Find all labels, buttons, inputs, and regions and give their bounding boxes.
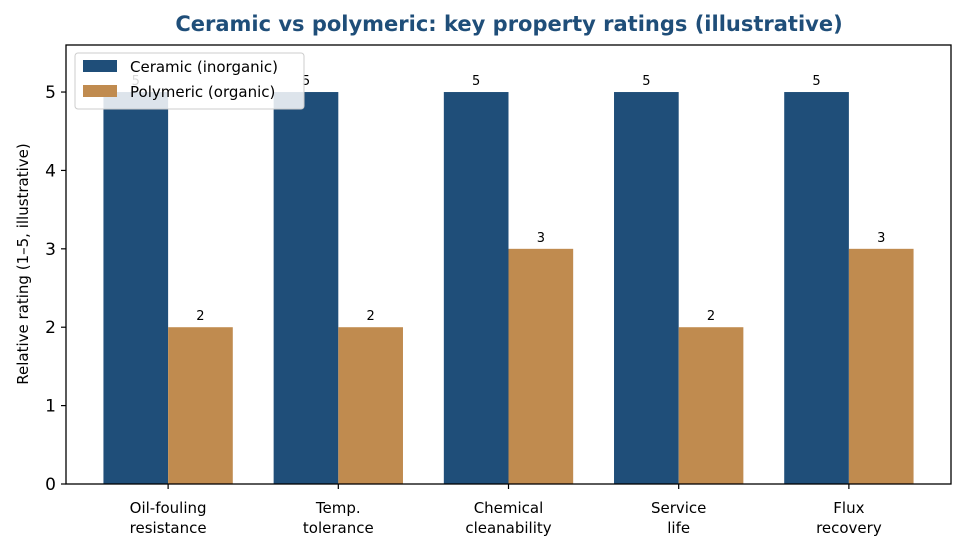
data-label-polymeric-0: 2 [196, 309, 204, 324]
bar-ceramic-4 [784, 92, 849, 485]
data-label-polymeric-4: 3 [877, 231, 885, 246]
legend-swatch-1 [83, 85, 117, 97]
x-tick-label-2: Chemical cleanability [465, 499, 551, 537]
bar-polymeric-1 [338, 327, 403, 484]
bar-polymeric-3 [678, 327, 744, 484]
bar-polymeric-0 [168, 327, 233, 484]
x-tick-label-1: Temp. tolerance [303, 499, 374, 537]
data-label-polymeric-3: 2 [707, 309, 715, 324]
y-tick-label-2: 2 [45, 318, 56, 338]
x-tick-label-4: Flux recovery [816, 499, 882, 537]
legend: Ceramic (inorganic) Polymeric (organic) [74, 52, 305, 110]
x-tick-label-3: Service life [651, 499, 706, 537]
y-tick-label-4: 4 [45, 161, 56, 181]
bar-ceramic-2 [443, 92, 509, 485]
data-label-ceramic-1: 5 [302, 74, 310, 89]
y-tick-label-1: 1 [45, 397, 56, 417]
bar-ceramic-3 [614, 92, 679, 485]
data-label-polymeric-1: 2 [367, 309, 375, 324]
data-label-ceramic-3: 5 [642, 74, 650, 89]
y-axis-label: Relative rating (1–5, illustrative) [14, 143, 32, 385]
bar-ceramic-1 [273, 92, 339, 485]
bar-polymeric-4 [848, 248, 914, 484]
bar-polymeric-2 [508, 248, 574, 484]
data-label-ceramic-4: 5 [812, 74, 820, 89]
legend-swatch-0 [83, 60, 117, 72]
bar-ceramic-0 [103, 92, 169, 485]
legend-label-1: Polymeric (organic) [130, 83, 275, 101]
data-label-polymeric-2: 3 [537, 231, 545, 246]
data-label-ceramic-2: 5 [472, 74, 480, 89]
legend-box [74, 52, 305, 110]
y-tick-label-0: 0 [45, 475, 56, 495]
y-tick-label-3: 3 [45, 240, 56, 260]
y-tick-label-5: 5 [45, 83, 56, 103]
legend-label-0: Ceramic (inorganic) [130, 58, 278, 76]
chart-title: Ceramic vs polymeric: key property ratin… [175, 12, 842, 36]
x-tick-label-0: Oil-fouling resistance [130, 499, 207, 537]
